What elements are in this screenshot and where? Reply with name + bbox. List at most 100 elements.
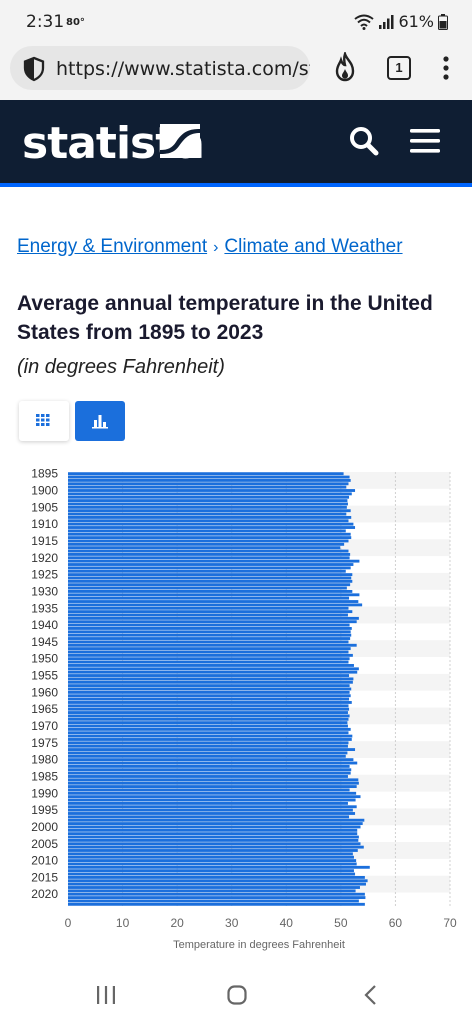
bar-1998[interactable] [68,818,365,822]
bar-1994[interactable] [68,805,357,809]
bar-1907[interactable] [68,512,347,516]
bar-2007[interactable] [68,849,358,852]
bar-1971[interactable] [68,727,351,731]
bar-1925[interactable] [68,573,353,577]
bar-1993[interactable] [68,801,348,805]
bar-2005[interactable] [68,842,361,846]
bar-1958[interactable] [68,684,350,688]
chart-view-button[interactable] [75,401,125,441]
bar-2008[interactable] [68,852,353,856]
bar-2010[interactable] [68,859,357,863]
home-icon[interactable] [227,985,247,1005]
bar-1944[interactable] [68,637,351,640]
bar-1924[interactable] [68,569,346,573]
bar-1982[interactable] [68,764,350,768]
bar-1946[interactable] [68,643,357,647]
bar-1895[interactable] [68,472,344,476]
breadcrumb-climate-weather[interactable]: Climate and Weather [224,236,403,257]
bar-1908[interactable] [68,515,352,519]
bar-1947[interactable] [68,647,351,651]
bar-1897[interactable] [68,478,351,482]
bar-1941[interactable] [68,627,352,630]
bar-1968[interactable] [68,717,349,721]
bar-1920[interactable] [68,556,350,560]
fire-icon[interactable] [332,52,358,82]
bar-1948[interactable] [68,650,349,654]
bar-1967[interactable] [68,714,350,718]
bar-1978[interactable] [68,751,348,755]
url-text[interactable]: https://www.statista.com/st [56,58,310,80]
bar-2004[interactable] [68,838,359,842]
bar-1965[interactable] [68,707,350,711]
bar-2002[interactable] [68,832,358,836]
bar-1926[interactable] [68,576,352,580]
bar-1922[interactable] [68,563,354,566]
bar-1956[interactable] [68,677,354,681]
bar-1951[interactable] [68,660,349,664]
bar-2023[interactable] [68,902,365,906]
bar-1929[interactable] [68,586,347,590]
bar-1936[interactable] [68,610,353,614]
recent-apps-icon[interactable] [96,986,116,1004]
bar-1954[interactable] [68,670,358,674]
bar-1970[interactable] [68,724,348,728]
bar-1932[interactable] [68,596,350,600]
bar-2022[interactable] [68,899,359,903]
bar-2012[interactable] [68,865,370,869]
bar-1939[interactable] [68,620,357,624]
bar-2021[interactable] [68,896,366,900]
bar-1899[interactable] [68,485,347,489]
bar-1984[interactable] [68,771,351,775]
bar-1975[interactable] [68,741,349,745]
bar-1909[interactable] [68,519,349,523]
bar-1953[interactable] [68,667,359,671]
bar-1972[interactable] [68,731,349,735]
bar-1996[interactable] [68,812,356,815]
bar-2003[interactable] [68,835,359,839]
bar-1937[interactable] [68,613,348,617]
bar-2001[interactable] [68,828,358,832]
bar-1906[interactable] [68,509,351,513]
tab-count-button[interactable]: 1 [387,56,411,80]
bar-1901[interactable] [68,492,352,496]
bar-1980[interactable] [68,758,354,762]
bar-2000[interactable] [68,825,361,829]
bar-1949[interactable] [68,653,353,657]
bar-1912[interactable] [68,529,346,533]
bar-1985[interactable] [68,775,348,778]
bar-1952[interactable] [68,664,354,667]
bar-1945[interactable] [68,640,349,644]
breadcrumb-energy-environment[interactable]: Energy & Environment [17,236,208,257]
bar-1964[interactable] [68,704,349,708]
bar-1997[interactable] [68,815,350,819]
search-icon[interactable] [349,126,379,156]
bar-1914[interactable] [68,536,352,540]
bar-1977[interactable] [68,748,356,751]
bar-1896[interactable] [68,475,350,479]
bar-1916[interactable] [68,542,345,546]
bar-1921[interactable] [68,559,360,563]
bar-1935[interactable] [68,606,349,610]
bar-1900[interactable] [68,489,356,492]
bar-1943[interactable] [68,633,352,637]
bar-1938[interactable] [68,616,359,620]
bar-1931[interactable] [68,593,360,597]
table-view-button[interactable] [19,401,69,441]
bar-1963[interactable] [68,701,352,704]
bar-2013[interactable] [68,869,354,873]
bar-1930[interactable] [68,590,353,593]
bar-1973[interactable] [68,734,353,738]
bar-1976[interactable] [68,744,348,748]
bar-1962[interactable] [68,697,350,701]
bar-1990[interactable] [68,791,357,795]
bar-1981[interactable] [68,761,358,765]
bar-1974[interactable] [68,738,352,741]
bar-1960[interactable] [68,690,350,694]
bar-1995[interactable] [68,808,353,812]
bar-1957[interactable] [68,680,353,684]
bar-2018[interactable] [68,886,360,889]
bar-1983[interactable] [68,768,352,772]
bar-1950[interactable] [68,657,350,661]
bar-1940[interactable] [68,623,350,627]
bar-2011[interactable] [68,862,357,866]
